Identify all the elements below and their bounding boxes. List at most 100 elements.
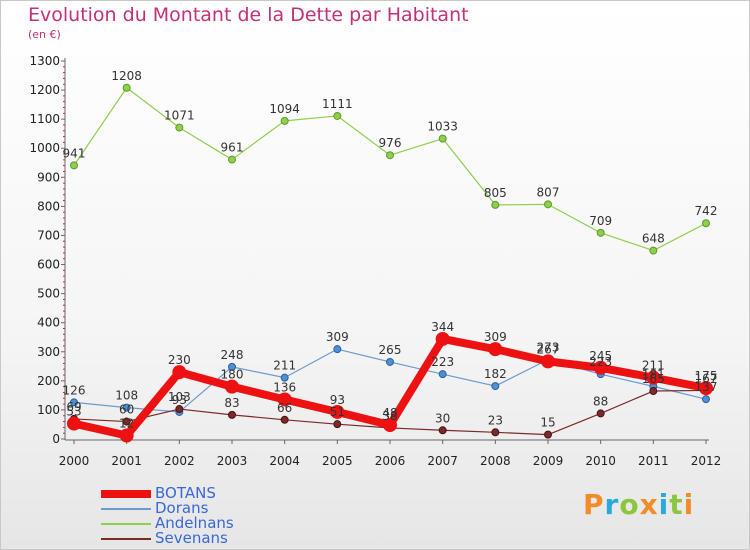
data-point-sevenans xyxy=(438,426,447,435)
data-point-sevenans xyxy=(491,428,500,437)
data-point-botans xyxy=(383,418,397,433)
y-tick-label: 500 xyxy=(37,287,60,301)
data-point-botans xyxy=(435,331,450,346)
x-tick-label: 2001 xyxy=(111,454,142,468)
data-label-andelnans: 941 xyxy=(63,146,86,160)
logo-letter: i xyxy=(683,488,695,521)
y-tick-label: 300 xyxy=(37,345,60,359)
data-label-sevenans: 167 xyxy=(695,371,718,385)
data-label-botans: 344 xyxy=(431,320,454,334)
y-tick-label: 400 xyxy=(37,316,60,330)
x-tick-label: 2009 xyxy=(533,454,564,468)
data-point-andelnans xyxy=(386,151,394,160)
chart-title: Evolution du Montant de la Dette par Hab… xyxy=(28,4,469,26)
logo-letter: x xyxy=(639,488,659,521)
data-point-botans xyxy=(488,342,503,357)
data-point-andelnans xyxy=(649,246,658,255)
data-label-dorans: 93 xyxy=(172,393,187,407)
x-tick-label: 2011 xyxy=(638,454,669,468)
legend-label-sevenans: Sevenans xyxy=(155,529,228,547)
data-point-botans xyxy=(119,428,134,443)
data-label-andelnans: 1071 xyxy=(164,109,195,123)
data-label-botans: 53 xyxy=(66,405,81,419)
legend-swatch-dorans xyxy=(101,508,151,510)
data-label-andelnans: 961 xyxy=(221,141,244,155)
x-tick-label: 2007 xyxy=(427,454,458,468)
y-tick-label: 100 xyxy=(37,403,60,417)
data-point-sevenans xyxy=(649,387,658,396)
data-label-sevenans: 69 xyxy=(66,400,81,414)
data-point-sevenans xyxy=(122,417,131,426)
y-tick-label: 1100 xyxy=(29,112,60,126)
legend-label-botans: BOTANS xyxy=(155,484,216,502)
data-point-dorans xyxy=(491,382,500,391)
x-tick-label: 2003 xyxy=(217,454,248,468)
data-label-andelnans: 1111 xyxy=(322,97,353,111)
y-tick-label: 700 xyxy=(37,228,60,242)
data-label-dorans: 137 xyxy=(695,380,718,394)
x-tick-label: 2004 xyxy=(269,454,300,468)
data-label-andelnans: 976 xyxy=(379,136,402,150)
data-label-andelnans: 742 xyxy=(695,204,718,218)
data-point-andelnans xyxy=(702,219,710,228)
data-label-sevenans: 51 xyxy=(330,405,345,419)
data-label-botans: 267 xyxy=(537,342,560,356)
data-point-andelnans xyxy=(280,116,289,125)
data-label-andelnans: 807 xyxy=(537,185,560,199)
data-point-sevenans xyxy=(544,430,552,439)
data-label-sevenans: 15 xyxy=(540,416,555,430)
data-label-sevenans: 30 xyxy=(435,411,450,425)
data-point-dorans xyxy=(702,395,710,404)
data-label-dorans: 126 xyxy=(63,383,86,397)
data-label-sevenans: 103 xyxy=(168,390,191,404)
proxiti-logo: Proxiti xyxy=(583,488,694,521)
data-point-dorans xyxy=(122,403,131,412)
data-label-dorans: 182 xyxy=(484,367,507,381)
data-point-andelnans xyxy=(122,83,131,92)
data-label-andelnans: 648 xyxy=(642,232,665,246)
data-label-botans: 245 xyxy=(589,349,612,363)
data-point-botans xyxy=(67,416,81,431)
data-label-botans: 211 xyxy=(642,359,665,373)
data-label-sevenans: 38 xyxy=(382,409,397,423)
data-label-sevenans: 60 xyxy=(119,403,134,417)
data-label-andelnans: 709 xyxy=(589,214,612,228)
x-tick-label: 2010 xyxy=(585,454,616,468)
data-label-dorans: 265 xyxy=(379,343,402,357)
x-tick-label: 2006 xyxy=(375,454,406,468)
data-point-dorans xyxy=(386,357,394,366)
data-point-andelnans xyxy=(228,155,236,164)
y-tick-label: 0 xyxy=(52,432,60,446)
x-tick-label: 2008 xyxy=(480,454,511,468)
legend-label-dorans: Dorans xyxy=(155,499,209,517)
data-label-botans: 180 xyxy=(221,368,244,382)
x-tick-label: 2005 xyxy=(322,454,353,468)
x-tick-label: 2000 xyxy=(59,454,90,468)
data-point-botans xyxy=(172,365,187,380)
data-point-andelnans xyxy=(544,200,552,209)
data-point-dorans xyxy=(70,398,78,407)
data-point-andelnans xyxy=(70,161,78,170)
data-point-botans xyxy=(330,404,345,419)
data-point-sevenans xyxy=(596,409,605,418)
data-label-botans: 230 xyxy=(168,353,191,367)
legend-label-andelnans: Andelnans xyxy=(155,514,234,532)
data-label-dorans: 309 xyxy=(326,330,349,344)
data-label-dorans: 273 xyxy=(537,341,560,355)
data-label-andelnans: 1094 xyxy=(269,102,300,116)
data-label-dorans: 108 xyxy=(115,389,138,403)
data-label-botans: 309 xyxy=(484,330,507,344)
y-tick-label: 900 xyxy=(37,170,60,184)
data-label-sevenans: 23 xyxy=(488,413,503,427)
data-label-botans: 12 xyxy=(119,417,134,431)
data-label-sevenans: 66 xyxy=(277,401,292,415)
data-label-botans: 136 xyxy=(273,380,296,394)
y-tick-label: 600 xyxy=(37,258,60,272)
data-label-botans: 175 xyxy=(695,369,718,383)
data-point-botans xyxy=(277,392,292,407)
x-tick-label: 2002 xyxy=(164,454,195,468)
data-label-sevenans: 83 xyxy=(224,396,239,410)
data-label-dorans: 181 xyxy=(642,367,665,381)
